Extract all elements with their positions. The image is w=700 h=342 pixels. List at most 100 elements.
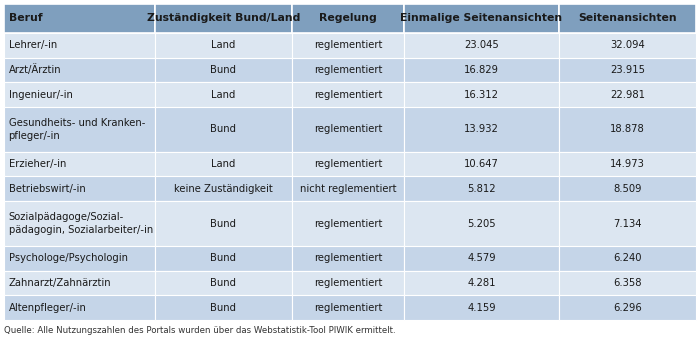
Bar (4, 4, 155, 33)
Bar (4, 246, 155, 271)
Bar (404, 82, 559, 107)
Text: Bund: Bund (211, 253, 237, 263)
Bar (155, 176, 292, 201)
Text: reglementiert: reglementiert (314, 40, 382, 50)
Bar (292, 152, 404, 176)
Bar (4, 33, 155, 58)
Bar (559, 295, 696, 320)
Text: Seitenansichten: Seitenansichten (578, 13, 677, 24)
Bar (155, 295, 292, 320)
Bar (292, 271, 404, 295)
Text: Gesundheits- und Kranken-
pfleger/-in: Gesundheits- und Kranken- pfleger/-in (8, 118, 145, 141)
Text: Quelle: Alle Nutzungszahlen des Portals wurden über das Webstatistik-Tool PIWIK : Quelle: Alle Nutzungszahlen des Portals … (4, 326, 395, 335)
Bar (404, 33, 559, 58)
Bar (559, 33, 696, 58)
Bar (292, 176, 404, 201)
Text: 7.134: 7.134 (613, 219, 642, 228)
Text: Zahnarzt/Zahnärztin: Zahnarzt/Zahnärztin (8, 278, 111, 288)
Text: Beruf: Beruf (8, 13, 42, 24)
Bar (4, 58, 155, 82)
Text: reglementiert: reglementiert (314, 219, 382, 228)
Text: 4.579: 4.579 (467, 253, 496, 263)
Text: 18.878: 18.878 (610, 124, 645, 134)
Text: 32.094: 32.094 (610, 40, 645, 50)
Bar (4, 152, 155, 176)
Text: reglementiert: reglementiert (314, 65, 382, 75)
Text: 6.240: 6.240 (613, 253, 642, 263)
Text: keine Zuständigkeit: keine Zuständigkeit (174, 184, 273, 194)
Bar (155, 201, 292, 246)
Bar (404, 201, 559, 246)
Text: 14.973: 14.973 (610, 159, 645, 169)
Bar (559, 4, 696, 33)
Bar (292, 82, 404, 107)
Text: 23.045: 23.045 (464, 40, 499, 50)
Text: 10.647: 10.647 (464, 159, 499, 169)
Text: Bund: Bund (211, 219, 237, 228)
Bar (292, 246, 404, 271)
Text: 22.981: 22.981 (610, 90, 645, 100)
Text: Zuständigkeit Bund/Land: Zuständigkeit Bund/Land (147, 13, 300, 24)
Bar (404, 152, 559, 176)
Text: 23.915: 23.915 (610, 65, 645, 75)
Text: reglementiert: reglementiert (314, 90, 382, 100)
Bar (559, 82, 696, 107)
Text: 8.509: 8.509 (613, 184, 642, 194)
Text: 6.296: 6.296 (613, 303, 642, 313)
Bar (404, 246, 559, 271)
Bar (292, 107, 404, 152)
Bar (292, 58, 404, 82)
Text: Bund: Bund (211, 124, 237, 134)
Bar (559, 176, 696, 201)
Bar (155, 4, 292, 33)
Bar (404, 58, 559, 82)
Bar (155, 271, 292, 295)
Text: Bund: Bund (211, 65, 237, 75)
Text: Land: Land (211, 40, 236, 50)
Bar (404, 107, 559, 152)
Bar (559, 107, 696, 152)
Text: 6.358: 6.358 (613, 278, 642, 288)
Text: 16.312: 16.312 (464, 90, 499, 100)
Text: 5.812: 5.812 (467, 184, 496, 194)
Bar (292, 4, 404, 33)
Bar (292, 33, 404, 58)
Text: 13.932: 13.932 (464, 124, 499, 134)
Bar (155, 152, 292, 176)
Text: Einmalige Seitenansichten: Einmalige Seitenansichten (400, 13, 563, 24)
Text: Sozialpädagoge/Sozial-
pädagogin, Sozialarbeiter/-in: Sozialpädagoge/Sozial- pädagogin, Sozial… (8, 212, 153, 235)
Bar (559, 201, 696, 246)
Text: Altenpfleger/-in: Altenpfleger/-in (8, 303, 86, 313)
Bar (559, 58, 696, 82)
Bar (404, 295, 559, 320)
Text: Bund: Bund (211, 278, 237, 288)
Bar (292, 201, 404, 246)
Text: 4.159: 4.159 (467, 303, 496, 313)
Text: 4.281: 4.281 (467, 278, 496, 288)
Bar (4, 82, 155, 107)
Text: 16.829: 16.829 (464, 65, 499, 75)
Bar (4, 201, 155, 246)
Bar (4, 295, 155, 320)
Bar (155, 246, 292, 271)
Bar (404, 271, 559, 295)
Text: reglementiert: reglementiert (314, 159, 382, 169)
Text: reglementiert: reglementiert (314, 278, 382, 288)
Bar (559, 152, 696, 176)
Text: Bund: Bund (211, 303, 237, 313)
Text: reglementiert: reglementiert (314, 253, 382, 263)
Bar (559, 271, 696, 295)
Bar (155, 33, 292, 58)
Bar (559, 246, 696, 271)
Text: Lehrer/-in: Lehrer/-in (8, 40, 57, 50)
Bar (4, 271, 155, 295)
Bar (404, 4, 559, 33)
Text: 5.205: 5.205 (467, 219, 496, 228)
Bar (404, 176, 559, 201)
Bar (292, 295, 404, 320)
Text: Arzt/Ärztin: Arzt/Ärztin (8, 65, 61, 75)
Bar (4, 176, 155, 201)
Text: Erzieher/-in: Erzieher/-in (8, 159, 66, 169)
Text: Regelung: Regelung (319, 13, 377, 24)
Bar (155, 58, 292, 82)
